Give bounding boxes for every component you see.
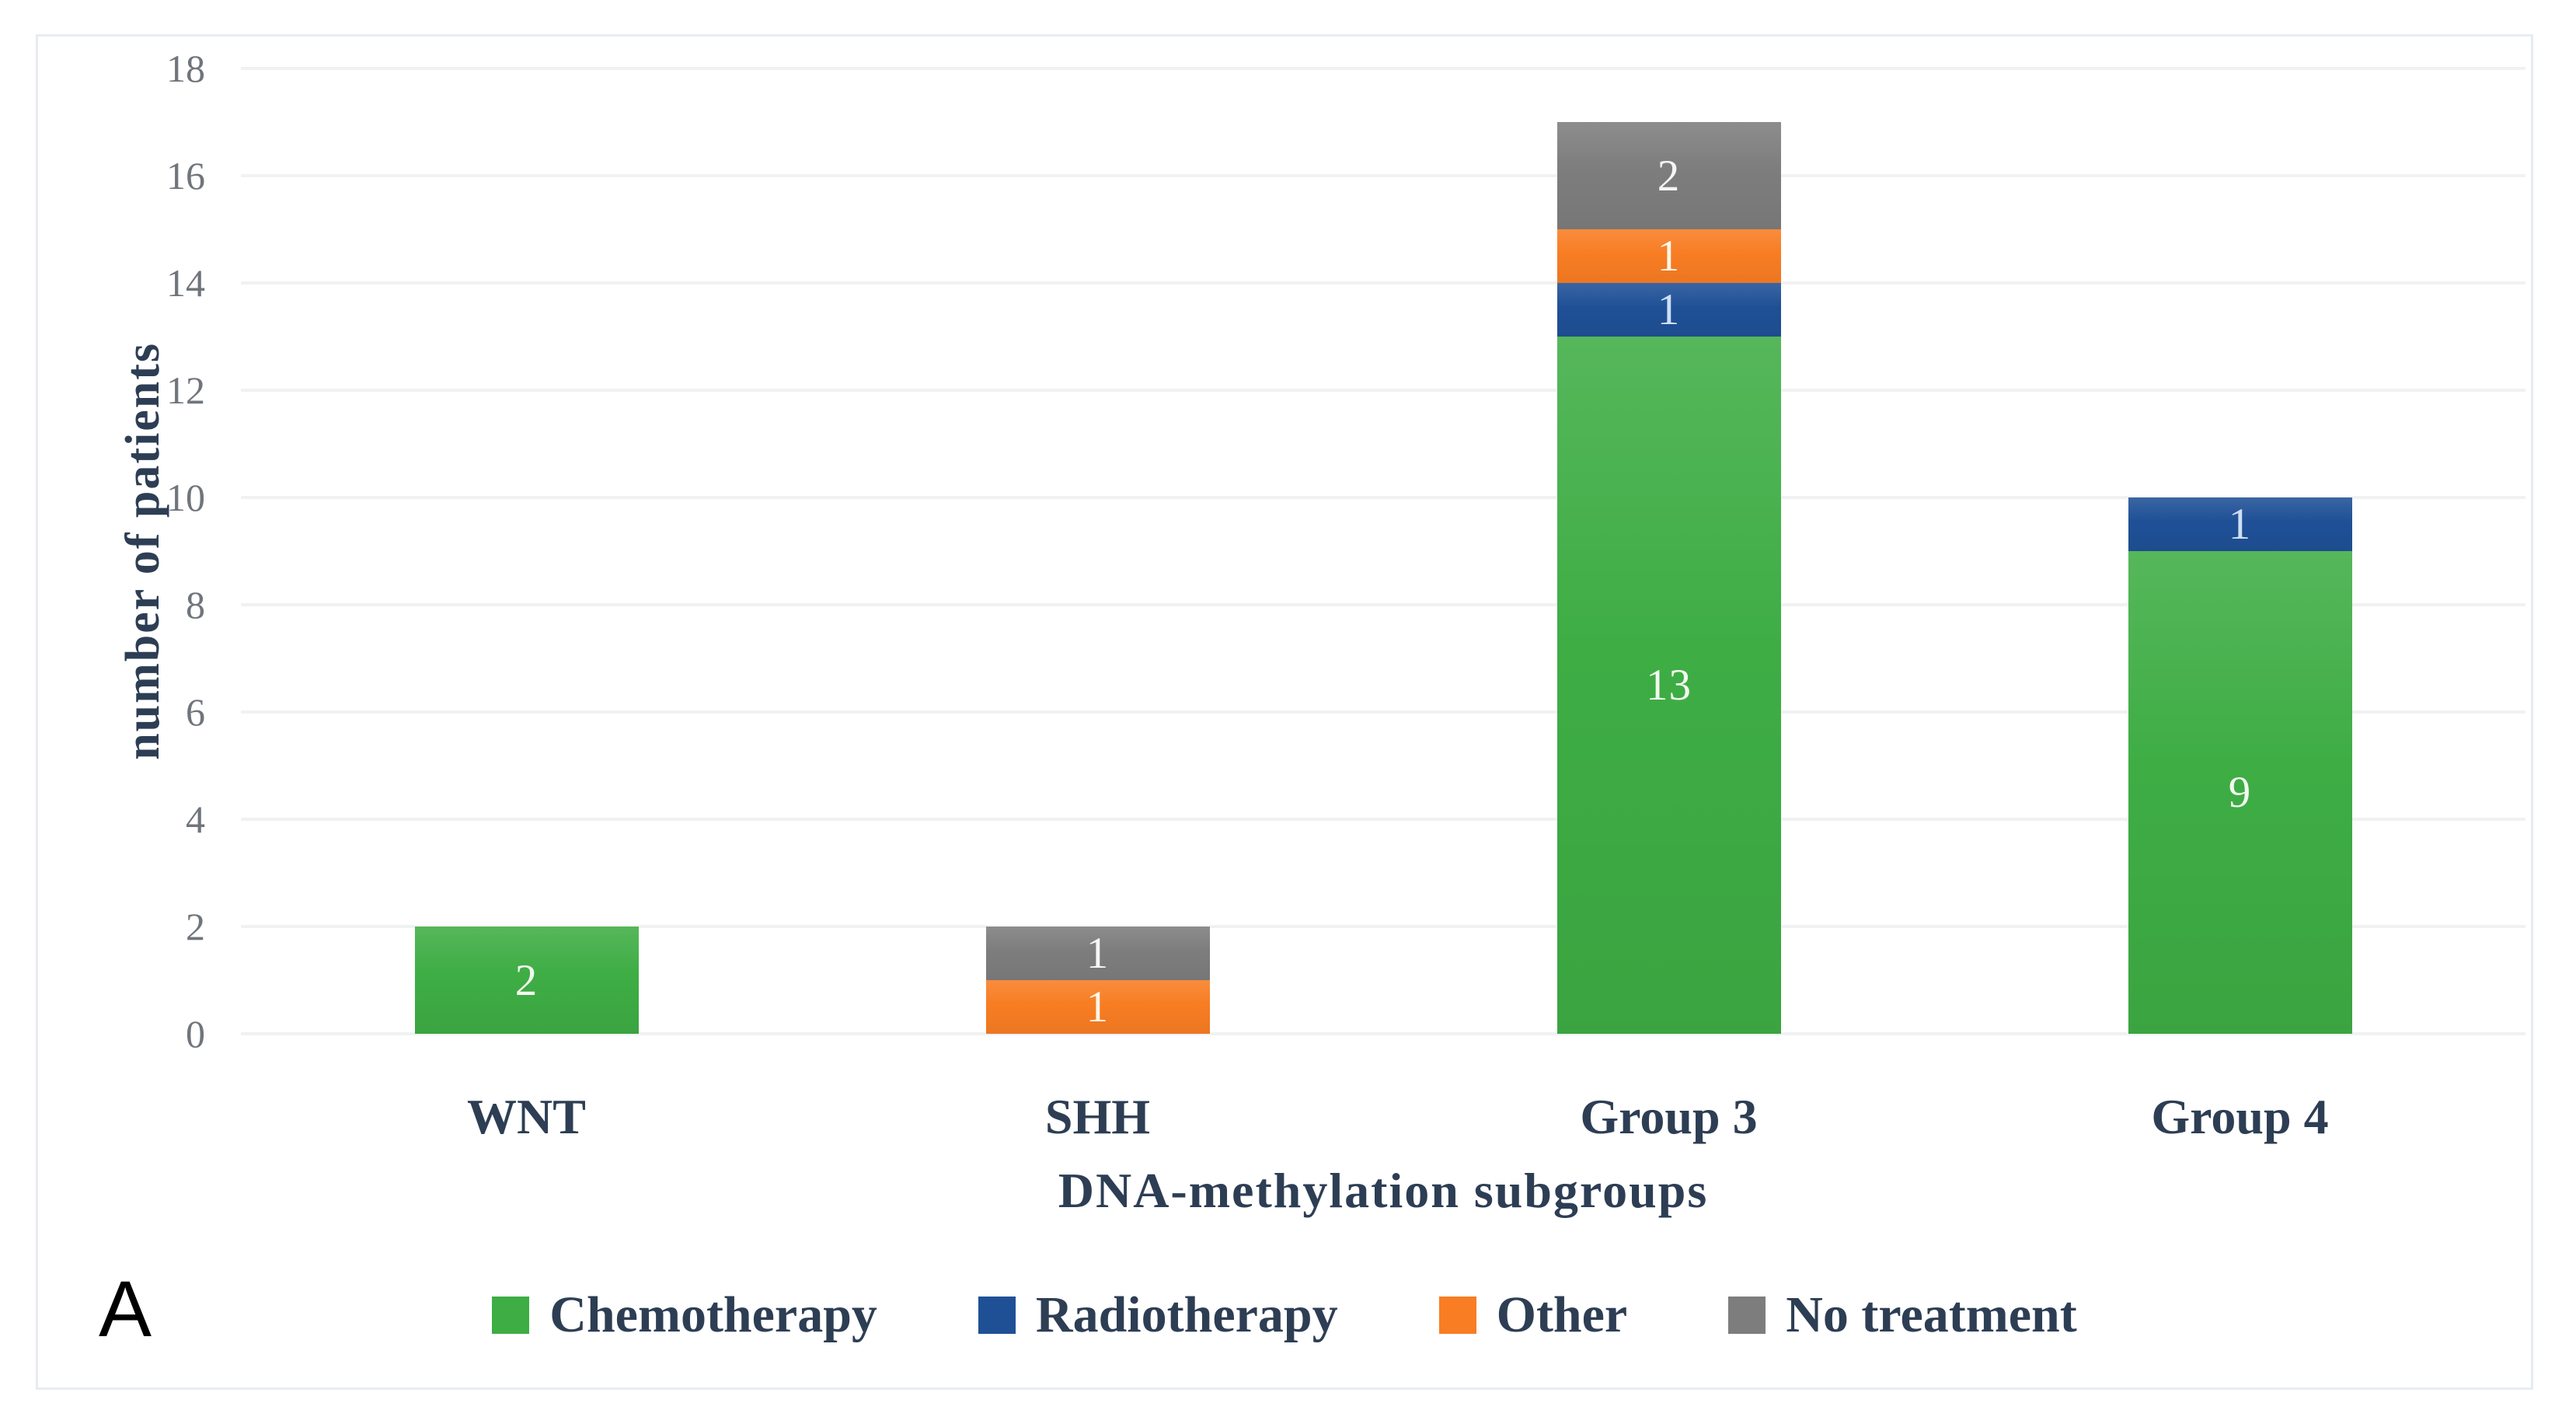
gridline xyxy=(241,67,2525,70)
gridline xyxy=(241,925,2525,928)
figure-panel: 2 WNT 1 1 SHH 13 1 1 2 Group 3 9 1 Group 4 0 2 4 6 8 10 12… xyxy=(36,34,2533,1390)
legend-swatch-chemotherapy xyxy=(492,1297,530,1334)
y-axis-title-area: number of patients xyxy=(112,68,174,1034)
plot-area: 2 WNT 1 1 SHH 13 1 1 2 Group 3 9 1 Group 4 xyxy=(241,67,2525,1144)
gridline xyxy=(241,389,2525,392)
bar-segment-chemotherapy: 13 xyxy=(1556,337,1781,1034)
y-tick-label: 0 xyxy=(186,1012,205,1056)
data-label: 2 xyxy=(1657,151,1681,201)
bar-segment-radiotherapy: 1 xyxy=(2128,497,2352,551)
gridline xyxy=(241,174,2525,177)
y-tick-label: 8 xyxy=(186,583,205,626)
panel-label: A xyxy=(99,1265,152,1353)
legend-swatch-no-treatment xyxy=(1728,1297,1766,1334)
data-label: 9 xyxy=(2228,768,2252,817)
bar-segment-chemotherapy: 2 xyxy=(414,927,639,1034)
x-axis-title: DNA-methylation subgroups xyxy=(1058,1163,1709,1218)
data-label: 2 xyxy=(514,955,539,1005)
y-tick-label: 2 xyxy=(186,905,205,948)
legend-swatch-radiotherapy xyxy=(978,1297,1016,1334)
legend-item-chemotherapy: Chemotherapy xyxy=(492,1286,877,1345)
y-tick-label: 10 xyxy=(166,476,205,519)
data-label: 1 xyxy=(1086,982,1110,1031)
y-tick-label: 14 xyxy=(166,261,205,305)
data-label: 1 xyxy=(1657,232,1681,281)
y-axis-title: number of patients xyxy=(116,342,169,760)
gridline xyxy=(241,710,2525,714)
gridline xyxy=(241,818,2525,821)
legend: Chemotherapy Radiotherapy Other No treatmen… xyxy=(38,1280,2531,1350)
y-tick-label: 12 xyxy=(166,368,205,412)
category-label-wnt: WNT xyxy=(467,1089,586,1144)
legend-label: Radiotherapy xyxy=(1035,1286,1338,1343)
gridline xyxy=(241,1032,2525,1035)
bar-group-wnt: 2 xyxy=(414,68,639,1034)
bar-segment-radiotherapy: 1 xyxy=(1556,283,1781,337)
gridline xyxy=(241,496,2525,499)
legend-swatch-other xyxy=(1438,1297,1476,1334)
gridline xyxy=(241,281,2525,284)
bar-segment-chemotherapy: 9 xyxy=(2128,551,2352,1034)
data-label: 1 xyxy=(1086,929,1110,978)
data-label: 1 xyxy=(2228,500,2252,549)
bar-segment-no-treatment: 1 xyxy=(985,927,1210,980)
legend-label: Other xyxy=(1496,1286,1628,1343)
legend-item-no-treatment: No treatment xyxy=(1728,1286,2077,1345)
bar-segment-other: 1 xyxy=(985,980,1210,1034)
legend-label: Chemotherapy xyxy=(549,1286,877,1343)
data-label: 13 xyxy=(1646,661,1692,710)
category-label-group-3: Group 3 xyxy=(1580,1089,1758,1144)
category-label-group-4: Group 4 xyxy=(2151,1089,2329,1144)
y-tick-label: 4 xyxy=(186,798,205,841)
legend-label: No treatment xyxy=(1786,1286,2077,1343)
category-label-shh: SHH xyxy=(1044,1089,1151,1144)
bar-segment-other: 1 xyxy=(1556,229,1781,283)
y-tick-label: 18 xyxy=(166,47,205,90)
data-label: 1 xyxy=(1657,285,1681,334)
bar-group-group-3: 13 1 1 2 xyxy=(1556,68,1781,1034)
y-tick-label: 16 xyxy=(166,154,205,197)
gridline xyxy=(241,603,2525,606)
legend-item-radiotherapy: Radiotherapy xyxy=(978,1286,1338,1345)
y-tick-label: 6 xyxy=(186,690,205,734)
bar-segment-no-treatment: 2 xyxy=(1556,122,1781,229)
legend-item-other: Other xyxy=(1438,1286,1628,1345)
